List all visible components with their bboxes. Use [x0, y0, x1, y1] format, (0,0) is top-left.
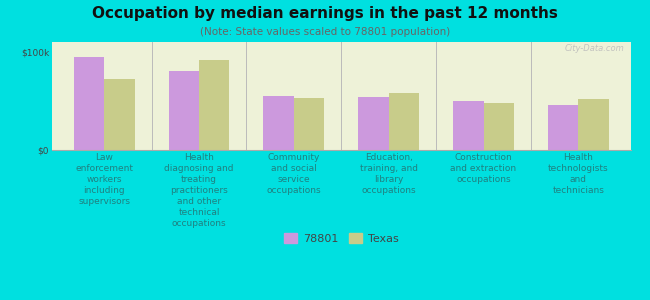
Bar: [578, 99, 608, 150]
Bar: [389, 93, 419, 150]
Text: Occupation by median earnings in the past 12 months: Occupation by median earnings in the pas…: [92, 6, 558, 21]
Text: City-Data.com: City-Data.com: [565, 44, 625, 53]
Bar: [484, 103, 514, 150]
Bar: [358, 97, 389, 150]
Bar: [199, 60, 229, 150]
Bar: [104, 79, 135, 150]
Bar: [168, 71, 199, 150]
Bar: [548, 105, 578, 150]
Bar: [263, 96, 294, 150]
Bar: [294, 98, 324, 150]
Text: (Note: State values scaled to 78801 population): (Note: State values scaled to 78801 popu…: [200, 27, 450, 37]
Bar: [74, 57, 104, 150]
Bar: [453, 101, 484, 150]
Legend: 78801, Texas: 78801, Texas: [280, 229, 403, 248]
